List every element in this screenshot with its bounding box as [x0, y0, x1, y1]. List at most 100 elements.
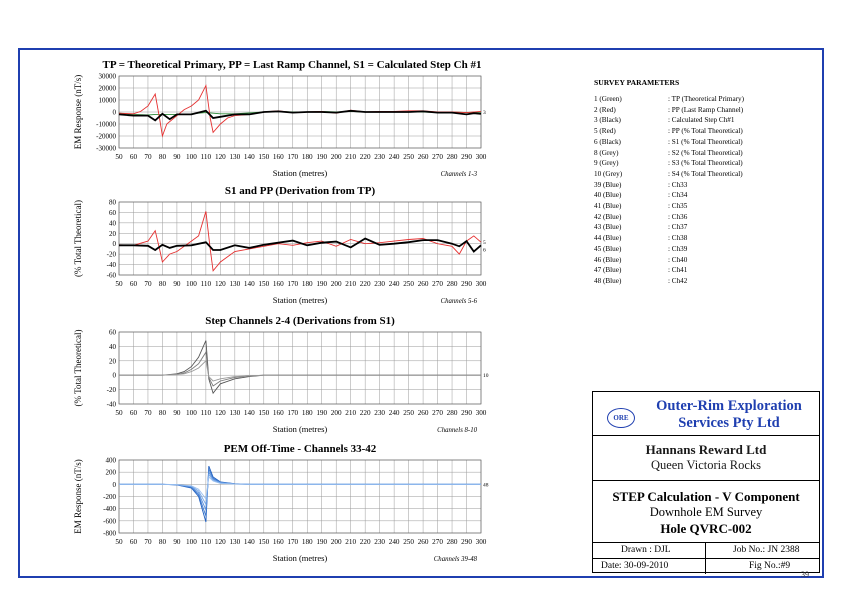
x-tick-label: 130 — [229, 538, 240, 546]
x-tick-label: 240 — [389, 409, 400, 417]
x-tick-label: 160 — [273, 280, 284, 288]
x-tick-label: 140 — [244, 280, 255, 288]
y-tick-label: -600 — [103, 517, 116, 525]
series-line — [118, 109, 482, 122]
x-tick-label: 260 — [418, 538, 429, 546]
series-line — [118, 211, 482, 272]
x-tick-label: 170 — [287, 409, 298, 417]
y-tick-label: -400 — [103, 505, 116, 513]
x-tick-label: 190 — [316, 409, 327, 417]
x-tick-label: 290 — [461, 409, 472, 417]
parameter-description: : PP (% Total Theoretical) — [668, 127, 743, 136]
y-axis-label: EM Response (nT/s) — [73, 459, 83, 534]
parameter-description: : Ch39 — [668, 244, 688, 253]
x-tick-label: 180 — [302, 280, 313, 288]
parameter-description: : Ch33 — [668, 180, 688, 189]
x-tick-label: 140 — [244, 153, 255, 161]
parameter-description: : S4 (% Total Theoretical) — [668, 169, 743, 178]
parameter-channel: 44 (Blue) — [594, 234, 622, 243]
series-line — [119, 468, 481, 517]
parameter-channel: 42 (Blue) — [594, 212, 622, 221]
channel-note: Channels 8-10 — [437, 427, 477, 434]
x-tick-label: 100 — [186, 538, 197, 546]
x-tick-label: 270 — [432, 153, 443, 161]
x-tick-label: 200 — [331, 538, 342, 546]
y-tick-label: 20 — [109, 230, 117, 238]
x-tick-label: 270 — [432, 409, 443, 417]
y-tick-label: 40 — [109, 219, 117, 227]
divider — [705, 542, 706, 574]
y-tick-label: -20 — [107, 251, 117, 259]
chart-title: S1 and PP (Derivation from TP) — [225, 185, 376, 197]
ore-logo: ORE — [607, 408, 635, 428]
x-tick-label: 60 — [130, 280, 138, 288]
x-tick-label: 180 — [302, 409, 313, 417]
parameter-channel: 1 (Green) — [594, 95, 622, 103]
y-tick-label: -30000 — [96, 145, 116, 153]
x-tick-label: 280 — [447, 409, 458, 417]
series-end-label: 5 — [483, 240, 486, 246]
y-axis-label: EM Response (nT/s) — [73, 75, 83, 150]
parameter-channel: 6 (Black) — [594, 137, 621, 146]
x-tick-label: 80 — [159, 280, 167, 288]
series-line — [119, 237, 482, 253]
x-tick-label: 230 — [374, 409, 385, 417]
y-tick-label: 0 — [113, 109, 117, 117]
x-tick-label: 190 — [316, 153, 327, 161]
x-tick-label: 270 — [432, 538, 443, 546]
survey-parameters-title: SURVEY PARAMETERS — [594, 78, 680, 87]
y-tick-label: 0 — [113, 481, 117, 489]
series-line — [119, 470, 481, 511]
x-tick-label: 260 — [418, 409, 429, 417]
y-tick-label: 60 — [109, 329, 117, 337]
x-tick-label: 190 — [316, 280, 327, 288]
x-tick-label: 160 — [273, 153, 284, 161]
parameter-description: : Ch37 — [668, 223, 688, 232]
y-tick-label: 30000 — [99, 73, 117, 81]
x-tick-label: 250 — [403, 280, 414, 288]
parameter-description: : Ch40 — [668, 255, 688, 264]
x-tick-label: 50 — [115, 409, 123, 417]
y-axis-label: (% Total Theoretical) — [73, 200, 83, 277]
y-tick-label: 20 — [109, 357, 117, 365]
parameter-description: : TP (Theoretical Primary) — [668, 95, 745, 103]
parameter-description: : PP (Last Ramp Channel) — [668, 105, 744, 114]
parameter-channel: 39 (Blue) — [594, 180, 622, 189]
series-line — [119, 473, 481, 506]
parameter-description: : S3 (% Total Theoretical) — [668, 159, 743, 168]
x-tick-label: 200 — [331, 153, 342, 161]
x-tick-label: 200 — [331, 409, 342, 417]
title-block: ORE Outer-Rim Exploration Services Pty L… — [592, 391, 820, 574]
series-end-label: 3 — [483, 110, 486, 116]
x-axis-label: Station (metres) — [273, 168, 328, 178]
x-tick-label: 220 — [360, 280, 371, 288]
x-axis-label: Station (metres) — [273, 295, 328, 305]
y-tick-label: 20000 — [99, 85, 117, 93]
parameter-channel: 8 (Grey) — [594, 148, 619, 157]
x-tick-label: 300 — [476, 538, 487, 546]
x-tick-label: 240 — [389, 280, 400, 288]
x-tick-label: 290 — [461, 153, 472, 161]
calculation-title: STEP Calculation - V Component — [612, 489, 800, 504]
x-tick-label: 80 — [159, 409, 167, 417]
date: Date: 30-09-2010 — [601, 561, 669, 571]
job-number: Job No.: JN 2388 — [733, 545, 800, 555]
x-tick-label: 280 — [447, 153, 458, 161]
parameter-description: : Ch41 — [668, 266, 688, 275]
x-tick-label: 250 — [403, 409, 414, 417]
page-number: 39 — [801, 570, 809, 579]
x-tick-label: 300 — [476, 153, 487, 161]
parameter-channel: 46 (Blue) — [594, 255, 622, 264]
survey-type: Downhole EM Survey — [649, 505, 763, 519]
x-tick-label: 220 — [360, 538, 371, 546]
y-tick-label: 60 — [109, 209, 117, 217]
company-line-2: Services Pty Ltd — [678, 415, 780, 431]
x-tick-label: 250 — [403, 538, 414, 546]
parameter-channel: 9 (Grey) — [594, 159, 619, 168]
x-tick-label: 100 — [186, 409, 197, 417]
y-tick-label: -20000 — [96, 133, 116, 141]
x-tick-label: 70 — [144, 409, 152, 417]
x-tick-label: 100 — [186, 153, 197, 161]
x-tick-label: 170 — [287, 280, 298, 288]
